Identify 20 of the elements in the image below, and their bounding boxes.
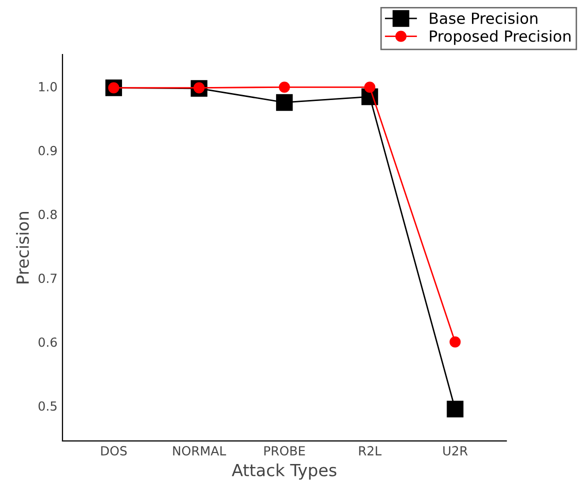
x-tick-label: DOS <box>101 446 127 456</box>
x-axis-title: Attack Types <box>232 463 336 480</box>
point <box>450 336 461 348</box>
y-tick-label: 0.5 <box>38 401 57 411</box>
x-tick-label: R2L <box>359 446 382 456</box>
y-tick-label: 1.0 <box>39 82 57 92</box>
legend-label: Base Precision <box>430 12 538 24</box>
y-tick-label: 0.6 <box>38 337 57 347</box>
point <box>364 82 376 93</box>
y-axis-title: Precision <box>16 212 29 284</box>
x-tick-label: U2R <box>443 446 468 456</box>
y-tick-label: 0.7 <box>38 274 57 284</box>
y-tick-label: 0.8 <box>38 210 57 220</box>
x-tick-label: PROBE <box>264 446 305 456</box>
point <box>276 94 293 111</box>
point <box>278 82 290 93</box>
x-tick-label: NORMAL <box>173 446 226 456</box>
legend-label: Proposed Precision <box>430 30 570 45</box>
point <box>446 400 464 418</box>
y-tick-label: 0.9 <box>38 146 57 156</box>
